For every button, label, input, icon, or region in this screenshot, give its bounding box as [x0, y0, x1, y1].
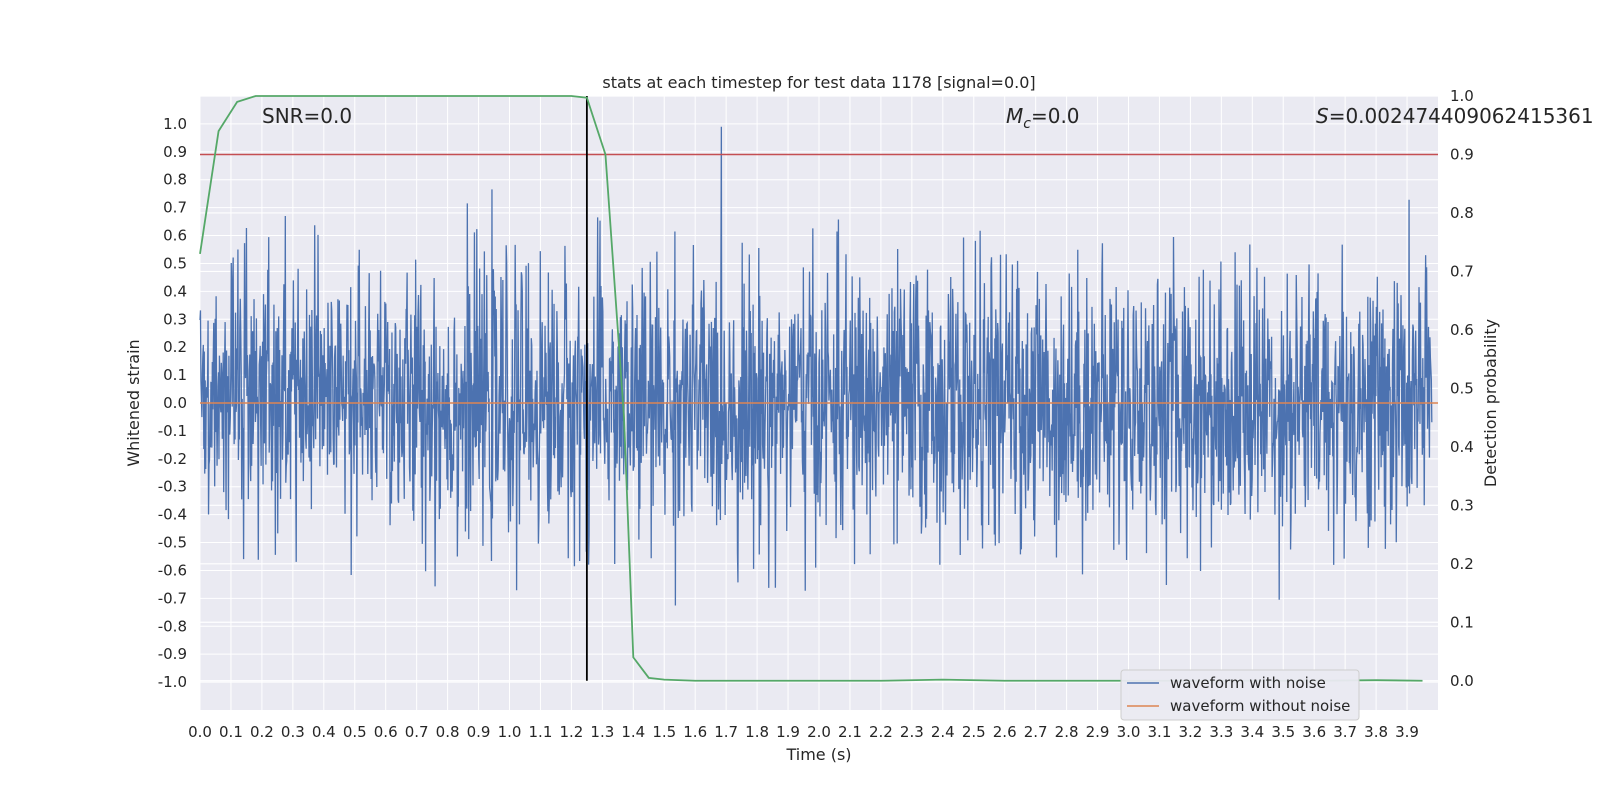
- x-tick-labels: 0.0 0.1 0.2 0.3 0.4 0.5 0.6 0.7 0.8 0.9 1.0 1.1 1.2 1…: [188, 723, 1419, 741]
- y-left-tick-label: 0.6: [163, 227, 187, 245]
- waveform-with-noise-line: [199, 126, 1433, 606]
- x-tick-label: 1.2: [559, 723, 583, 741]
- x-tick-label: 0.2: [250, 723, 274, 741]
- x-tick-label: 3.2: [1178, 723, 1202, 741]
- chirp-mass-symbol: M: [1006, 104, 1023, 128]
- x-tick-label: 0.1: [219, 723, 243, 741]
- x-tick-label: 0.4: [312, 723, 336, 741]
- x-tick-label: 0.9: [467, 723, 491, 741]
- x-tick-label: 2.6: [993, 723, 1017, 741]
- s-symbol: S: [1316, 104, 1329, 128]
- y-left-tick-label: -0.5: [158, 534, 187, 552]
- x-tick-label: 2.3: [900, 723, 924, 741]
- x-tick-label: 2.5: [962, 723, 986, 741]
- y-left-tick-label: 0.4: [163, 282, 187, 300]
- y-right-tick-label: 0.6: [1450, 321, 1474, 339]
- waveform-with-noise-series: [199, 126, 1433, 606]
- s-annotation: S=0.002474409062415361: [1316, 104, 1594, 128]
- x-tick-label: 0.0: [188, 723, 212, 741]
- y-left-tick-label: 1.0: [163, 115, 187, 133]
- y-right-tick-label: 0.0: [1450, 672, 1474, 690]
- x-tick-label: 3.0: [1117, 723, 1141, 741]
- chirp-mass-annotation: Mc=0.0: [1006, 104, 1080, 132]
- y-right-tick-label: 0.4: [1450, 438, 1474, 456]
- y-left-tick-label: -0.3: [158, 478, 187, 496]
- snr-annotation: SNR=0.0: [262, 104, 352, 128]
- y-left-tick-label: 0.9: [163, 143, 187, 161]
- y-left-tick-label: -0.2: [158, 450, 187, 468]
- y-left-tick-label: 0.2: [163, 338, 187, 356]
- legend-box: [1120, 669, 1360, 721]
- y-right-tick-label: 0.1: [1450, 613, 1474, 631]
- x-tick-label: 1.1: [529, 723, 553, 741]
- x-tick-label: 0.3: [281, 723, 305, 741]
- y-left-tick-label: 0.3: [163, 310, 187, 328]
- legend-label-noise: waveform with noise: [1170, 674, 1326, 692]
- y-left-tick-label: -0.4: [158, 506, 187, 524]
- x-tick-label: 2.1: [838, 723, 862, 741]
- x-tick-label: 1.6: [683, 723, 707, 741]
- y-left-tick-label: 0.0: [163, 394, 187, 412]
- x-tick-label: 0.7: [405, 723, 429, 741]
- y-right-axis-label: Detection probability: [1481, 319, 1500, 487]
- x-tick-label: 1.9: [776, 723, 800, 741]
- x-tick-label: 1.4: [621, 723, 645, 741]
- y-right-tick-label: 0.9: [1450, 145, 1474, 163]
- y-left-tick-label: 0.7: [163, 199, 187, 217]
- y-left-tick-label: -0.6: [158, 561, 187, 579]
- y-left-tick-label: 0.1: [163, 366, 187, 384]
- x-tick-label: 2.0: [807, 723, 831, 741]
- y-right-tick-label: 0.5: [1450, 379, 1474, 397]
- x-tick-label: 2.8: [1055, 723, 1079, 741]
- y-left-tick-label: 0.8: [163, 171, 187, 189]
- x-tick-label: 1.5: [652, 723, 676, 741]
- x-tick-label: 1.3: [590, 723, 614, 741]
- y-right-tick-label: 1.0: [1450, 87, 1474, 105]
- y-left-tick-label: -0.7: [158, 589, 187, 607]
- y-left-tick-labels: 1.0 0.9 0.8 0.7 0.6 0.5 0.4 0.3 0.2 0.1 0.0 -0.1 -0.…: [158, 115, 187, 691]
- y-right-tick-label: 0.3: [1450, 496, 1474, 514]
- y-right-tick-label: 0.8: [1450, 204, 1474, 222]
- chirp-mass-subscript: c: [1023, 116, 1031, 132]
- x-tick-label: 2.9: [1086, 723, 1110, 741]
- x-tick-label: 1.7: [714, 723, 738, 741]
- chart-title: stats at each timestep for test data 117…: [602, 73, 1035, 92]
- x-tick-label: 3.5: [1271, 723, 1295, 741]
- y-left-tick-label: 0.5: [163, 254, 187, 272]
- y-left-tick-label: -0.9: [158, 645, 187, 663]
- legend: waveform with noise waveform without noi…: [1120, 669, 1360, 721]
- x-tick-label: 3.7: [1333, 723, 1357, 741]
- y-left-tick-label: -0.1: [158, 422, 187, 440]
- y-left-tick-label: -1.0: [158, 673, 187, 691]
- x-tick-label: 3.3: [1209, 723, 1233, 741]
- y-right-tick-label: 0.2: [1450, 555, 1474, 573]
- y-right-tick-label: 0.7: [1450, 262, 1474, 280]
- x-tick-label: 0.8: [436, 723, 460, 741]
- x-tick-label: 0.6: [374, 723, 398, 741]
- x-tick-label: 3.6: [1302, 723, 1326, 741]
- y-right-tick-labels: 1.0 0.9 0.8 0.7 0.6 0.5 0.4 0.3 0.2 0.1 0.0: [1450, 87, 1474, 690]
- x-tick-label: 1.0: [498, 723, 522, 741]
- y-left-tick-label: -0.8: [158, 617, 187, 635]
- s-value: =0.002474409062415361: [1329, 104, 1594, 128]
- x-tick-label: 1.8: [745, 723, 769, 741]
- x-tick-label: 2.2: [869, 723, 893, 741]
- x-tick-label: 2.7: [1024, 723, 1048, 741]
- x-tick-label: 3.1: [1148, 723, 1172, 741]
- x-tick-label: 3.4: [1240, 723, 1264, 741]
- x-tick-label: 3.9: [1395, 723, 1419, 741]
- chirp-mass-value: =0.0: [1031, 104, 1080, 128]
- x-tick-label: 2.4: [931, 723, 955, 741]
- y-left-axis-label: Whitened strain: [124, 339, 143, 466]
- x-tick-label: 3.8: [1364, 723, 1388, 741]
- x-tick-label: 0.5: [343, 723, 367, 741]
- legend-label-clean: waveform without noise: [1170, 697, 1350, 715]
- x-axis-label: Time (s): [785, 745, 851, 764]
